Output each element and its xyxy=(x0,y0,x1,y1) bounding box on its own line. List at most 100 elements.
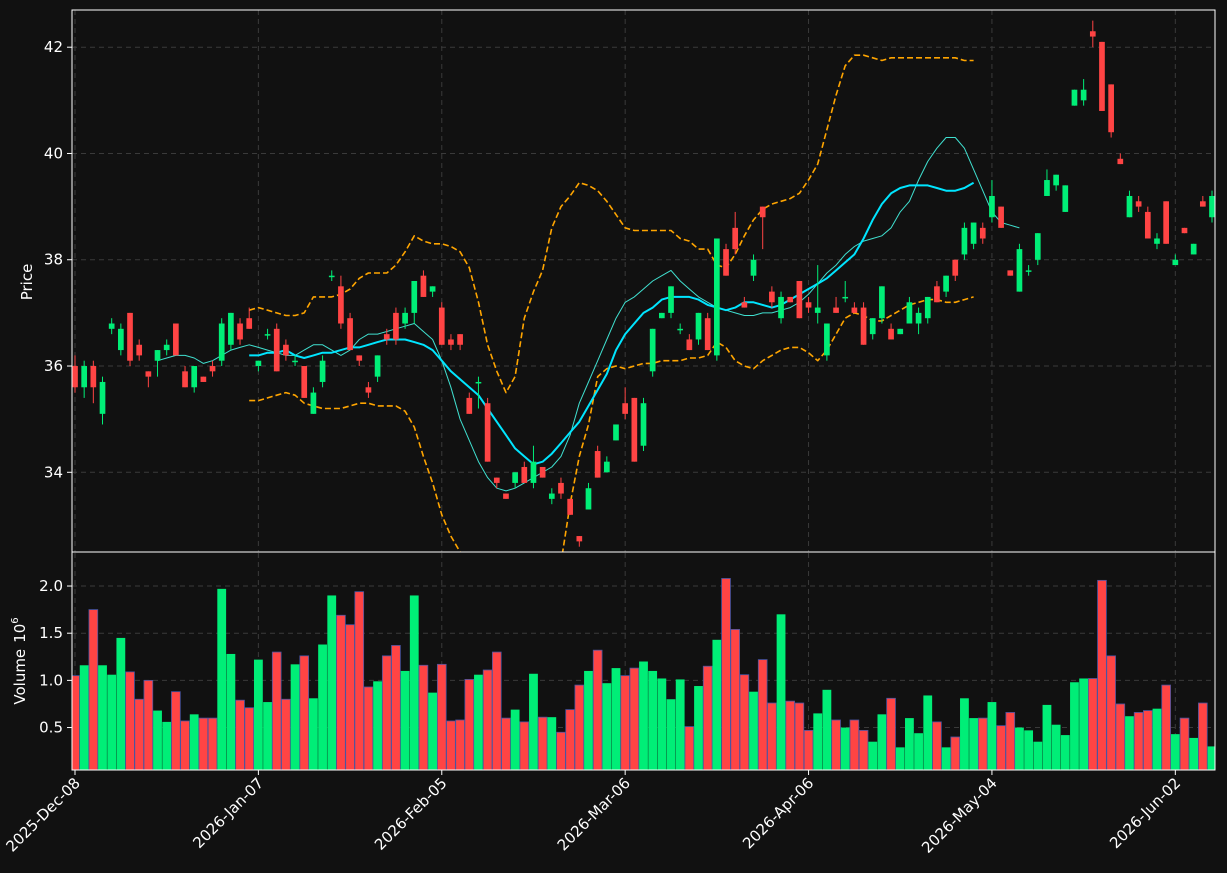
candle-body xyxy=(576,536,583,542)
candle-body xyxy=(741,302,748,308)
volume-bar xyxy=(309,698,318,770)
candle-body xyxy=(1108,84,1114,133)
volume-bar xyxy=(776,614,786,770)
candle-body xyxy=(209,366,216,372)
candle-body xyxy=(603,461,610,473)
volume-bar xyxy=(767,702,777,770)
volume-bar xyxy=(620,675,630,770)
volume-bar xyxy=(675,679,685,770)
volume-bar xyxy=(162,721,172,770)
bollinger-upper-line xyxy=(248,54,974,394)
volume-bar xyxy=(510,709,520,770)
candles xyxy=(72,20,1215,547)
volume-bar xyxy=(226,653,236,770)
candle-body xyxy=(594,451,601,478)
volume-bar xyxy=(822,689,832,770)
volume-bar xyxy=(584,670,593,770)
candle-body xyxy=(649,328,656,372)
volume-bar xyxy=(281,698,291,770)
volume-bar xyxy=(107,674,117,770)
candle-body xyxy=(805,302,812,308)
volume-bar xyxy=(391,645,401,770)
candle-body xyxy=(310,392,317,414)
candle-body xyxy=(548,493,555,499)
volume-bar xyxy=(932,721,942,770)
candle-body xyxy=(503,493,509,499)
volume-bar xyxy=(354,591,365,770)
volume-bar xyxy=(895,747,905,770)
candle-body xyxy=(869,318,876,335)
candle-body xyxy=(374,355,381,377)
candle-body xyxy=(530,461,537,483)
volume-bar xyxy=(207,717,218,770)
candle-body xyxy=(420,275,427,297)
volume-bar xyxy=(666,699,676,770)
volume-bar xyxy=(98,665,107,770)
candle-body xyxy=(1154,238,1160,244)
candle-body xyxy=(750,259,757,276)
volume-bar xyxy=(877,714,887,770)
candle-body xyxy=(631,397,638,462)
candle-body xyxy=(1126,195,1133,218)
candle-body xyxy=(81,366,88,388)
volume-bar xyxy=(88,609,99,770)
candle-body xyxy=(668,286,674,313)
candle-body xyxy=(1053,174,1059,186)
candle-body xyxy=(145,371,152,377)
price-tick-label: 40 xyxy=(44,144,63,162)
candle-body xyxy=(1181,227,1188,234)
volume-bar xyxy=(1033,741,1043,770)
volume-bar xyxy=(803,729,814,770)
candle-body xyxy=(393,312,399,340)
indicator-lines xyxy=(157,54,1020,552)
volume-axis-label-base: 10 xyxy=(11,624,29,643)
volume-bar xyxy=(180,720,190,770)
volume-bar xyxy=(813,713,823,770)
volume-bar xyxy=(1125,716,1134,770)
volume-bar xyxy=(923,695,933,770)
candle-body xyxy=(301,366,308,398)
volume-axis-label: Volume 106 xyxy=(10,617,29,704)
volume-bar xyxy=(1087,678,1098,770)
volume-bar xyxy=(345,624,355,770)
candle-body xyxy=(127,312,133,361)
volume-bar xyxy=(684,726,695,770)
candle-body xyxy=(769,291,775,303)
candle-body xyxy=(814,307,821,313)
candle-body xyxy=(118,328,124,351)
volume-bar xyxy=(474,674,483,770)
volume-bar xyxy=(1042,704,1052,770)
volume-bar xyxy=(602,683,612,770)
candle-body xyxy=(924,296,931,319)
volume-bar xyxy=(143,679,154,770)
volume-bar xyxy=(1198,702,1208,770)
candle-body xyxy=(182,371,188,388)
volume-bar xyxy=(235,699,245,770)
volume-bar xyxy=(757,659,768,770)
candle-body xyxy=(979,227,986,239)
volume-bar xyxy=(639,661,648,770)
volume-bar xyxy=(1005,712,1016,770)
candle-body xyxy=(1172,259,1179,266)
candle-body xyxy=(319,360,326,382)
volume-bar xyxy=(446,720,456,770)
volume-bar xyxy=(749,691,758,770)
candle-body xyxy=(466,397,473,414)
candle-body xyxy=(833,307,839,313)
candle-body xyxy=(989,195,995,218)
candle-body xyxy=(228,312,234,345)
candle-body xyxy=(173,323,179,356)
volume-bar xyxy=(1189,737,1199,770)
volume-bar xyxy=(629,667,640,770)
candle-body xyxy=(493,477,500,483)
volume-bar xyxy=(849,719,860,770)
volume-bar xyxy=(1060,735,1070,770)
volume-bar xyxy=(336,614,346,770)
candle-body xyxy=(970,222,977,244)
candle-body xyxy=(1163,201,1169,244)
candle-body xyxy=(154,350,161,361)
candle-body xyxy=(640,403,647,446)
volume-bar xyxy=(271,651,282,770)
candle-body xyxy=(1144,211,1151,239)
